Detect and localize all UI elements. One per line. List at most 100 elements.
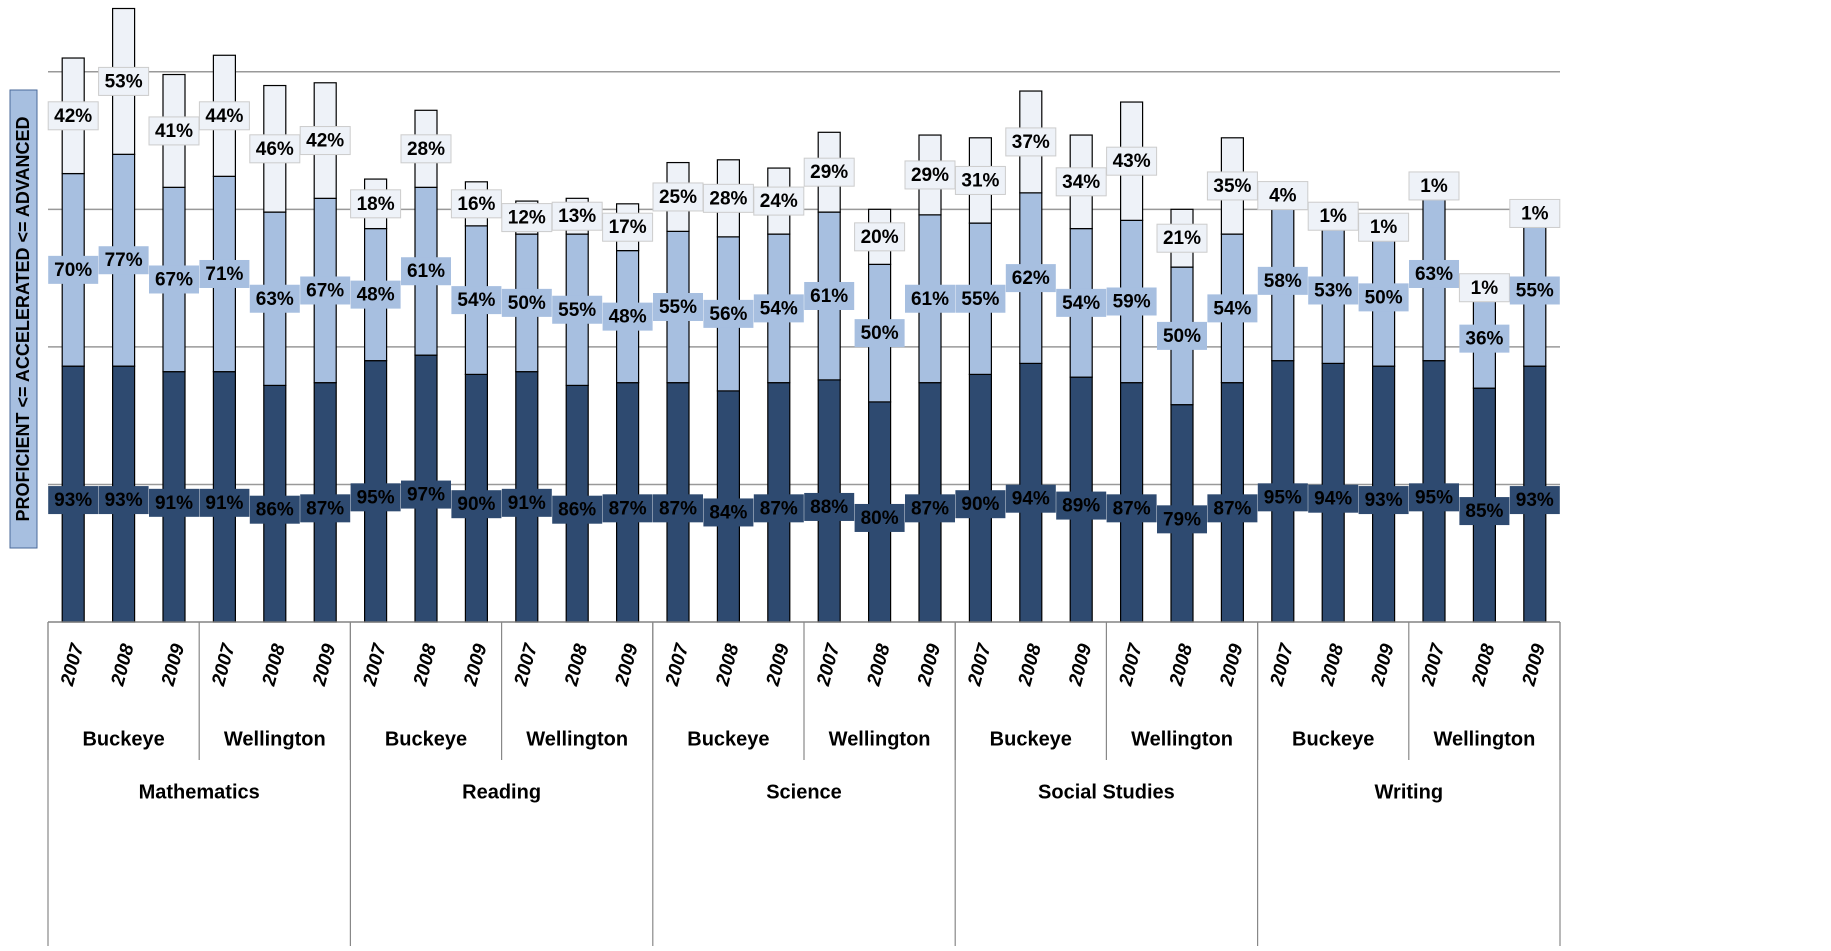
- value-label-box: [653, 292, 703, 321]
- x-tick-label: 2008: [410, 641, 442, 689]
- x-tick-label: 2009: [914, 641, 946, 689]
- value-label: 70%: [54, 260, 92, 281]
- value-label-box: [1458, 273, 1510, 303]
- value-label-box: [300, 494, 351, 523]
- x-tick-label: 2007: [813, 640, 845, 689]
- value-label: 59%: [1113, 292, 1151, 313]
- value-label-box: [653, 494, 703, 523]
- value-label-box: [149, 265, 199, 294]
- value-label-box: [1307, 201, 1359, 231]
- value-label-box: [1257, 181, 1309, 211]
- value-label: 28%: [709, 188, 747, 209]
- value-label: 50%: [1163, 326, 1201, 347]
- x-tick-label: 2009: [158, 641, 190, 689]
- value-label: 55%: [659, 297, 697, 318]
- value-label-box: [149, 488, 199, 517]
- value-label-box: [148, 116, 200, 146]
- value-label-box: [1459, 324, 1510, 353]
- y-axis-label: PROFICIENT <= ACCELERATED <= ADVANCED: [13, 116, 33, 521]
- school-label: Wellington: [829, 728, 931, 750]
- value-label-box: [401, 480, 451, 509]
- value-label-box: [1358, 486, 1409, 515]
- value-label-box: [905, 284, 955, 313]
- value-label-box: [702, 183, 754, 213]
- value-label-box: [1106, 494, 1157, 523]
- value-label-box: [854, 503, 905, 532]
- x-tick-label: 2007: [1418, 640, 1450, 689]
- value-label: 12%: [508, 208, 546, 229]
- subject-label: Reading: [462, 781, 541, 803]
- school-label: Wellington: [224, 728, 326, 750]
- value-label: 95%: [357, 487, 395, 508]
- value-label-box: [803, 157, 855, 187]
- value-label-box: [249, 495, 300, 524]
- value-label: 80%: [861, 508, 899, 529]
- value-label-box: [905, 494, 955, 523]
- value-label: 84%: [709, 502, 747, 523]
- value-label: 50%: [861, 323, 899, 344]
- value-label-box: [703, 299, 754, 328]
- value-label: 95%: [1264, 487, 1302, 508]
- value-label-box: [1408, 171, 1460, 201]
- value-label-box: [249, 284, 300, 313]
- x-tick-label: 2008: [712, 641, 744, 689]
- value-label-box: [955, 490, 1006, 519]
- x-tick-label: 2007: [662, 640, 694, 689]
- x-tick-label: 2007: [208, 640, 240, 689]
- value-label-box: [501, 203, 553, 233]
- value-label: 87%: [306, 498, 344, 519]
- value-label: 55%: [961, 289, 999, 310]
- value-label: 54%: [1062, 293, 1100, 314]
- value-label-box: [350, 483, 401, 512]
- value-label: 79%: [1163, 509, 1201, 530]
- value-label-box: [552, 295, 603, 324]
- value-label: 54%: [457, 290, 495, 311]
- value-label-box: [1106, 287, 1157, 316]
- value-label-box: [199, 259, 250, 288]
- value-label: 42%: [306, 131, 344, 152]
- x-tick-label: 2009: [309, 641, 341, 689]
- x-tick-label: 2008: [1014, 641, 1046, 689]
- value-label: 4%: [1269, 186, 1297, 207]
- x-tick-label: 2007: [964, 640, 996, 689]
- x-tick-label: 2009: [611, 641, 643, 689]
- value-label: 31%: [961, 170, 999, 191]
- value-label: 1%: [1370, 217, 1398, 238]
- value-label: 1%: [1319, 206, 1347, 227]
- value-label: 67%: [306, 281, 344, 302]
- value-label: 67%: [155, 270, 193, 291]
- value-label-box: [501, 488, 552, 517]
- value-label-box: [401, 257, 451, 286]
- value-label-box: [804, 281, 855, 310]
- x-tick-label: 2007: [1266, 640, 1298, 689]
- school-label: Buckeye: [82, 728, 164, 750]
- x-tick-label: 2008: [561, 641, 593, 689]
- value-label: 91%: [205, 493, 243, 514]
- value-label: 17%: [609, 217, 647, 238]
- value-label-box: [98, 66, 150, 96]
- value-label-box: [854, 319, 905, 348]
- value-label-box: [1409, 483, 1459, 512]
- value-label: 28%: [407, 139, 445, 160]
- value-label-box: [551, 201, 603, 231]
- value-label-box: [299, 126, 351, 156]
- value-label: 25%: [659, 187, 697, 208]
- value-label: 53%: [1314, 281, 1352, 302]
- value-label: 16%: [457, 194, 495, 215]
- x-tick-label: 2008: [258, 641, 290, 689]
- value-label: 94%: [1314, 489, 1352, 510]
- value-label: 91%: [508, 493, 546, 514]
- value-label-box: [703, 498, 754, 527]
- value-label: 97%: [407, 485, 445, 506]
- subject-label: Social Studies: [1038, 781, 1175, 803]
- value-label: 93%: [1365, 490, 1403, 511]
- value-label-box: [955, 284, 1006, 313]
- value-label-box: [199, 488, 250, 517]
- x-tick-label: 2007: [510, 640, 542, 689]
- value-label-box: [451, 490, 502, 519]
- value-label-box: [1157, 321, 1207, 350]
- value-label: 36%: [1465, 329, 1503, 350]
- value-label-box: [501, 288, 552, 317]
- school-label: Buckeye: [1292, 728, 1374, 750]
- value-label-box: [1005, 264, 1056, 293]
